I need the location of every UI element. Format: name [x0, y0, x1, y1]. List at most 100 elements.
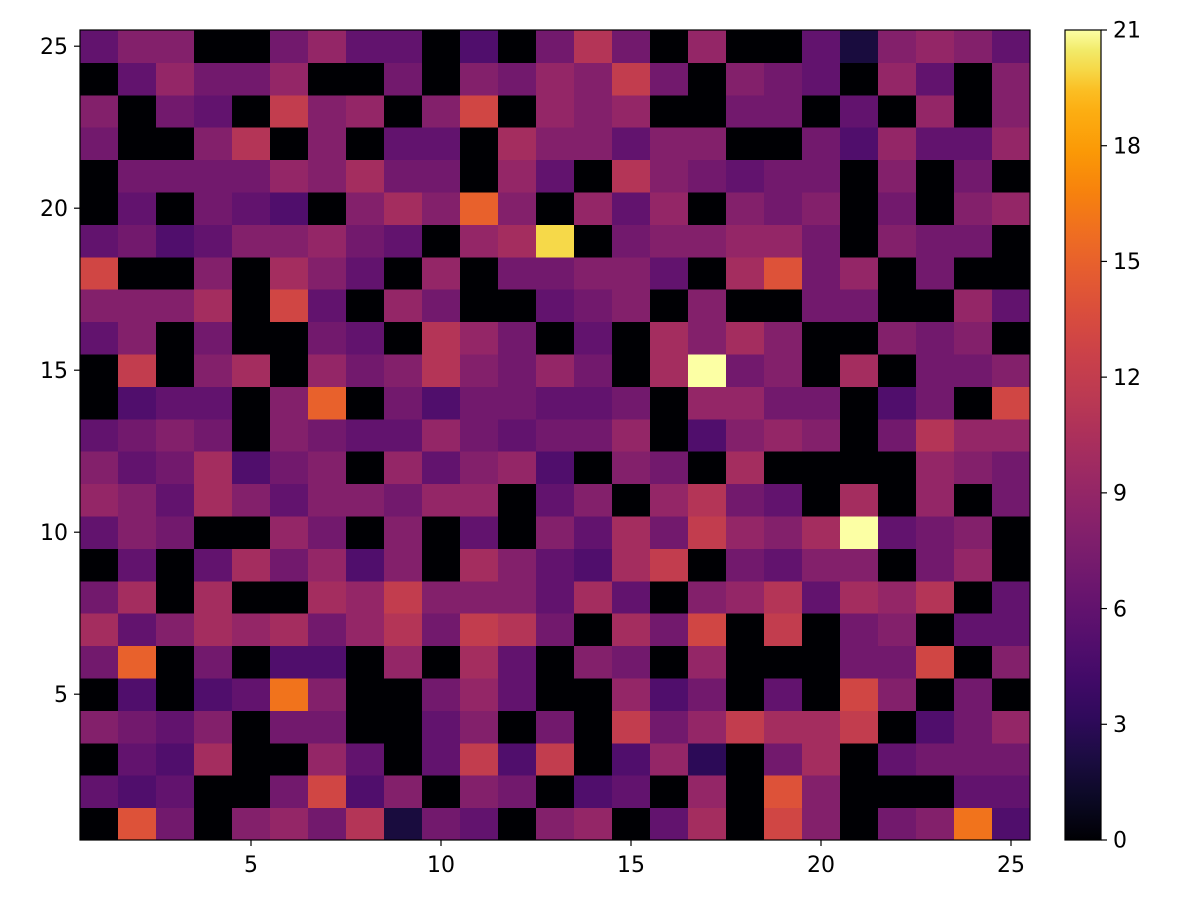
heatmap-cell: [878, 484, 917, 517]
heatmap-cell: [156, 257, 195, 290]
heatmap-cell: [536, 548, 575, 581]
heatmap-cell: [878, 224, 917, 257]
heatmap-cell: [270, 419, 309, 452]
heatmap-cell: [992, 484, 1031, 517]
heatmap-cell: [422, 95, 461, 128]
heatmap-cell: [232, 613, 271, 646]
heatmap-cell: [460, 354, 499, 387]
heatmap-cell: [916, 127, 955, 160]
heatmap-cell: [80, 516, 119, 549]
heatmap-cell: [536, 581, 575, 614]
heatmap-cell: [802, 710, 841, 743]
heatmap-cell: [346, 354, 385, 387]
heatmap-cell: [536, 451, 575, 484]
heatmap-cell: [536, 127, 575, 160]
heatmap-cell: [460, 192, 499, 225]
heatmap-cell: [612, 160, 651, 193]
heatmap-cell: [954, 516, 993, 549]
heatmap-cell: [916, 322, 955, 355]
heatmap-cell: [688, 257, 727, 290]
heatmap-cell: [460, 710, 499, 743]
heatmap-cell: [574, 678, 613, 711]
heatmap-cell: [194, 257, 233, 290]
heatmap-cell: [688, 30, 727, 63]
y-tick-label: 15: [40, 359, 68, 384]
heatmap-cell: [916, 289, 955, 322]
heatmap-cell: [650, 386, 689, 419]
heatmap-cell: [308, 354, 347, 387]
heatmap-cell: [916, 548, 955, 581]
heatmap-cell: [118, 678, 157, 711]
heatmap-cell: [802, 160, 841, 193]
heatmap-cell: [536, 516, 575, 549]
heatmap-cell: [650, 192, 689, 225]
heatmap-cell: [840, 160, 879, 193]
heatmap-cell: [536, 743, 575, 776]
heatmap-cell: [878, 289, 917, 322]
heatmap-cell: [80, 30, 119, 63]
heatmap-cell: [802, 808, 841, 841]
heatmap-cell: [194, 808, 233, 841]
heatmap-cell: [156, 224, 195, 257]
heatmap-cell: [422, 257, 461, 290]
heatmap-cell: [80, 95, 119, 128]
heatmap-cell: [916, 678, 955, 711]
heatmap-cell: [194, 224, 233, 257]
heatmap-cell: [460, 808, 499, 841]
heatmap-cell: [270, 192, 309, 225]
heatmap-cell: [80, 192, 119, 225]
heatmap-cell: [536, 484, 575, 517]
heatmap-cell: [80, 646, 119, 679]
heatmap-cell: [726, 224, 765, 257]
heatmap-cell: [878, 127, 917, 160]
heatmap-cell: [916, 224, 955, 257]
heatmap-cell: [802, 775, 841, 808]
heatmap-cell: [232, 354, 271, 387]
heatmap-cell: [840, 808, 879, 841]
heatmap-cell: [384, 354, 423, 387]
heatmap-cell: [688, 808, 727, 841]
heatmap-cell: [346, 646, 385, 679]
heatmap-cell: [878, 62, 917, 95]
heatmap-cell: [688, 581, 727, 614]
heatmap-cell: [878, 386, 917, 419]
heatmap-cell: [118, 516, 157, 549]
heatmap-cell: [574, 808, 613, 841]
heatmap-cell: [384, 322, 423, 355]
heatmap-cell: [726, 62, 765, 95]
heatmap-cell: [308, 743, 347, 776]
heatmap-cell: [422, 160, 461, 193]
heatmap-cell: [156, 710, 195, 743]
heatmap-cell: [878, 613, 917, 646]
heatmap-cell: [536, 160, 575, 193]
heatmap-cell: [954, 289, 993, 322]
heatmap-cell: [118, 548, 157, 581]
heatmap-cell: [156, 548, 195, 581]
heatmap-cell: [992, 678, 1031, 711]
y-tick-label: 20: [40, 197, 68, 222]
heatmap-cell: [802, 192, 841, 225]
heatmap-cell: [346, 710, 385, 743]
heatmap-cell: [878, 160, 917, 193]
heatmap-cell: [726, 95, 765, 128]
heatmap-cell: [574, 160, 613, 193]
y-tick-label: 10: [40, 521, 68, 546]
heatmap-cell: [688, 775, 727, 808]
heatmap-cell: [118, 289, 157, 322]
heatmap-cell: [422, 127, 461, 160]
colorbar-ticks: 036912151821: [1101, 19, 1141, 854]
heatmap-cell: [156, 678, 195, 711]
heatmap-cell: [346, 451, 385, 484]
heatmap-cell: [156, 808, 195, 841]
heatmap-cell: [954, 192, 993, 225]
heatmap-cell: [764, 419, 803, 452]
heatmap-cell: [764, 646, 803, 679]
heatmap-cell: [878, 548, 917, 581]
heatmap-cell: [118, 386, 157, 419]
heatmap-cell: [726, 646, 765, 679]
heatmap-cell: [498, 710, 537, 743]
heatmap-cell: [878, 646, 917, 679]
colorbar-tick-label: 9: [1113, 482, 1127, 507]
heatmap-cell: [764, 354, 803, 387]
heatmap-cell: [460, 127, 499, 160]
